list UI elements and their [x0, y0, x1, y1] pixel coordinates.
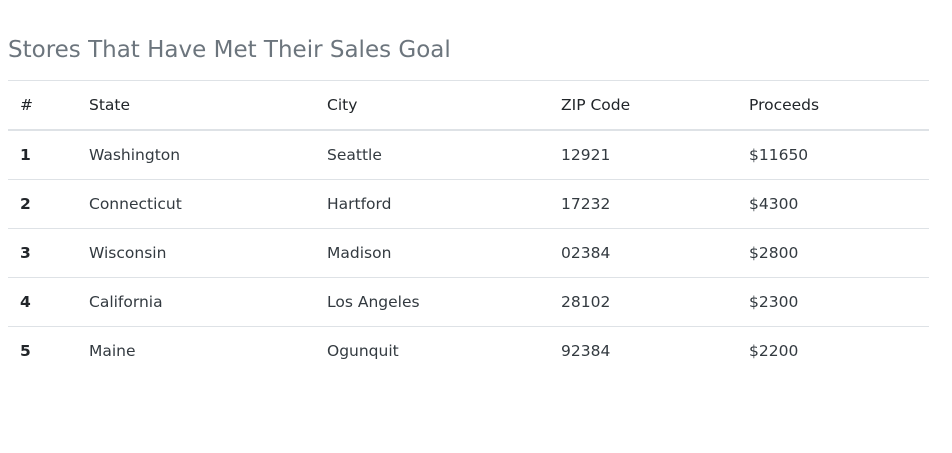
cell-city: Hartford: [315, 179, 549, 229]
page-title: Stores That Have Met Their Sales Goal: [8, 37, 451, 63]
header-row: # State City ZIP Code Proceeds: [8, 80, 929, 131]
cell-proceeds: $4300: [737, 179, 929, 229]
cell-state: Washington: [77, 130, 315, 180]
cell-number: 3: [8, 228, 77, 278]
cell-number: 2: [8, 179, 77, 229]
cell-number: 5: [20, 342, 31, 360]
cell-proceeds: $2200: [749, 342, 799, 360]
table-row: 1 Washington Seattle 12921 $11650: [8, 130, 929, 180]
table-row: 3 Wisconsin Madison 02384 $2800: [8, 228, 929, 278]
cell-proceeds: $2300: [737, 277, 929, 327]
column-header-state: State: [77, 80, 315, 131]
cell-state: Wisconsin: [77, 228, 315, 278]
cell-number: 4: [8, 277, 77, 327]
cell-number: 1: [8, 130, 77, 180]
table-row: 5 Maine Ogunquit 92384 $2200: [8, 327, 929, 376]
cell-state: California: [77, 277, 315, 327]
column-header-zip-code: ZIP Code: [549, 80, 737, 131]
cell-state: Maine: [89, 342, 136, 360]
stores-table: # State City ZIP Code Proceeds 1 Washing…: [8, 80, 929, 375]
table-header: # State City ZIP Code Proceeds: [8, 80, 929, 131]
cell-state: Connecticut: [77, 179, 315, 229]
cell-zip-code: 02384: [549, 228, 737, 278]
page-container: Stores That Have Met Their Sales Goal # …: [8, 37, 929, 375]
cell-proceeds: $2800: [737, 228, 929, 278]
table-row: 2 Connecticut Hartford 17232 $4300: [8, 179, 929, 229]
column-header-city: City: [315, 80, 549, 131]
cell-city: Los Angeles: [315, 277, 549, 327]
table-row: 4 California Los Angeles 28102 $2300: [8, 277, 929, 327]
cell-zip-code: 17232: [549, 179, 737, 229]
column-header-number: #: [8, 80, 77, 131]
cell-zip-code: 12921: [549, 130, 737, 180]
column-header-proceeds: Proceeds: [737, 80, 929, 131]
table-body: 1 Washington Seattle 12921 $11650 2 Conn…: [8, 130, 929, 375]
cell-zip-code: 92384: [561, 342, 611, 360]
cell-city: Seattle: [315, 130, 549, 180]
cell-proceeds: $11650: [737, 130, 929, 180]
cell-zip-code: 28102: [549, 277, 737, 327]
cell-city: Ogunquit: [327, 342, 399, 360]
cell-city: Madison: [315, 228, 549, 278]
